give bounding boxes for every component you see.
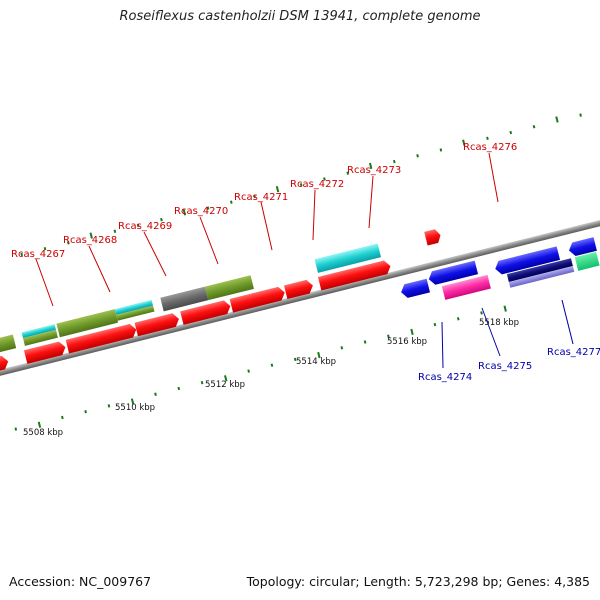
gene-label[interactable]: Rcas_4268 — [63, 235, 117, 246]
scale-label: 5508 kbp — [23, 428, 63, 438]
scale-labels: 5508 kbp 5510 kbp 5512 kbp 5514 kbp 5516… — [23, 318, 519, 438]
gene-label[interactable]: Rcas_4275 — [478, 361, 532, 372]
gene-label[interactable]: Rcas_4267 — [11, 249, 65, 260]
gene-label[interactable]: Rcas_4274 — [418, 372, 472, 383]
gene-label[interactable]: Rcas_4272 — [290, 179, 344, 190]
scale-label: 5512 kbp — [205, 380, 245, 390]
gene-labels: Rcas_4267 Rcas_4268 Rcas_4269 Rcas_4270 … — [11, 142, 600, 383]
gene-label[interactable]: Rcas_4277 — [547, 347, 600, 358]
scale-label: 5518 kbp — [479, 318, 519, 328]
scale-label: 5516 kbp — [387, 337, 427, 347]
forward-features-upper — [0, 229, 441, 358]
inner-ticks — [14, 305, 507, 431]
label-connectors — [35, 152, 574, 369]
topology-text: Topology: circular; Length: 5,723,298 bp… — [246, 574, 590, 589]
reverse-features — [401, 237, 600, 300]
outer-ticks — [20, 113, 582, 257]
gene-label[interactable]: Rcas_4273 — [347, 165, 401, 176]
gene-label[interactable]: Rcas_4269 — [118, 221, 172, 232]
gene-label[interactable]: Rcas_4271 — [234, 192, 288, 203]
forward-features-lower — [0, 260, 391, 378]
map-title: Roseiflexus castenholzii DSM 13941, comp… — [119, 9, 481, 24]
scale-label: 5510 kbp — [115, 403, 155, 413]
scale-label: 5514 kbp — [296, 357, 336, 367]
accession-text: Accession: NC_009767 — [9, 574, 152, 589]
genome-backbone — [0, 212, 600, 384]
gene-label[interactable]: Rcas_4270 — [174, 206, 228, 217]
gene-label[interactable]: Rcas_4276 — [463, 142, 517, 153]
